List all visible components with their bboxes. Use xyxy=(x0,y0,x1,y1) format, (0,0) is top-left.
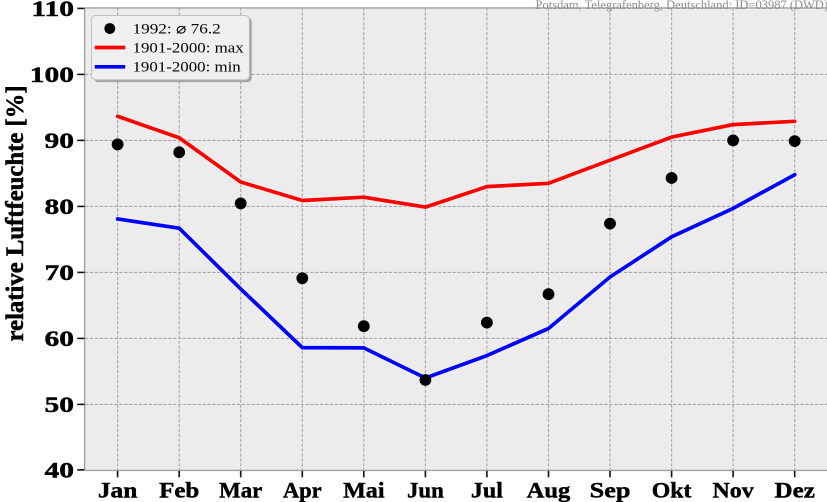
svg-text:Okt: Okt xyxy=(652,478,692,502)
svg-text:Dez: Dez xyxy=(775,479,816,502)
svg-text:Mar: Mar xyxy=(219,478,262,502)
svg-text:1901-2000: max: 1901-2000: max xyxy=(133,40,244,56)
svg-text:Aug: Aug xyxy=(527,478,571,502)
svg-text:Jan: Jan xyxy=(98,479,137,502)
svg-text:Apr: Apr xyxy=(283,477,322,502)
svg-text:70: 70 xyxy=(45,260,74,285)
svg-text:relative Luftfeuchte [%]: relative Luftfeuchte [%] xyxy=(2,85,29,341)
svg-text:Jun: Jun xyxy=(407,478,444,502)
svg-text:Jul: Jul xyxy=(471,478,504,502)
svg-text:Potsdam, Telegrafenberg, Deuts: Potsdam, Telegrafenberg, Deutschland: ID… xyxy=(536,0,827,12)
svg-text:40: 40 xyxy=(45,458,74,483)
svg-text:100: 100 xyxy=(30,62,74,87)
svg-text:90: 90 xyxy=(45,128,74,153)
svg-text:50: 50 xyxy=(45,392,74,417)
svg-text:1901-2000: min: 1901-2000: min xyxy=(133,59,241,75)
svg-text:Sep: Sep xyxy=(590,478,631,502)
svg-text:110: 110 xyxy=(31,0,74,21)
svg-text:60: 60 xyxy=(45,326,74,351)
svg-text:Nov: Nov xyxy=(712,478,754,502)
svg-text:80: 80 xyxy=(45,194,74,219)
svg-text:Feb: Feb xyxy=(159,479,199,502)
svg-text:1992: ⌀ 76.2: 1992: ⌀ 76.2 xyxy=(133,21,221,37)
svg-text:Mai: Mai xyxy=(343,478,385,502)
